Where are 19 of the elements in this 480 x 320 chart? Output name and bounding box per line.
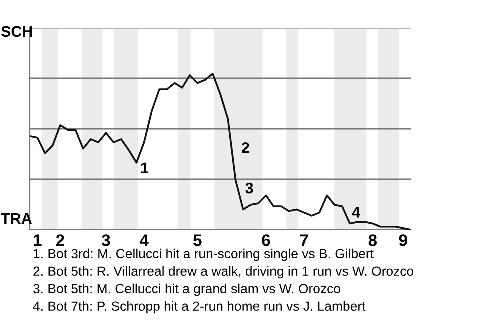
annotation: 2: [242, 142, 250, 154]
text: 2. Bot 5th: R. Villarreal drew a walk, driving in 1 run vs W. Orozco: [34, 266, 414, 279]
x-tick-label: 3: [102, 234, 110, 246]
x-tick-label: 8: [368, 234, 378, 246]
x-tick-label: 7: [300, 234, 308, 246]
text: 3. Bot 5th: M. Cellucci hit a grand slam vs W. Orozco: [34, 284, 340, 296]
annotation: 4: [352, 207, 360, 218]
text: 4. Bot 7th: P. Schropp hit a 2-run home run vs J. Lambert: [33, 301, 366, 314]
text: SCH: [1, 26, 32, 38]
x-tick-label: 5: [194, 234, 202, 246]
x-tick-label: 4: [140, 234, 149, 246]
text: 1. Bot 3rd: M. Cellucci hit a run-scoring single vs B. Gilbert: [34, 248, 374, 262]
annotation: TRA: [1, 213, 32, 224]
x-tick-label: 6: [262, 234, 270, 246]
x-tick-label: 9: [399, 234, 408, 246]
x-tick-label: 1: [34, 234, 42, 246]
annotation: 3: [246, 182, 254, 194]
annotation: 1: [141, 162, 149, 174]
x-tick-label: 2: [56, 234, 64, 246]
